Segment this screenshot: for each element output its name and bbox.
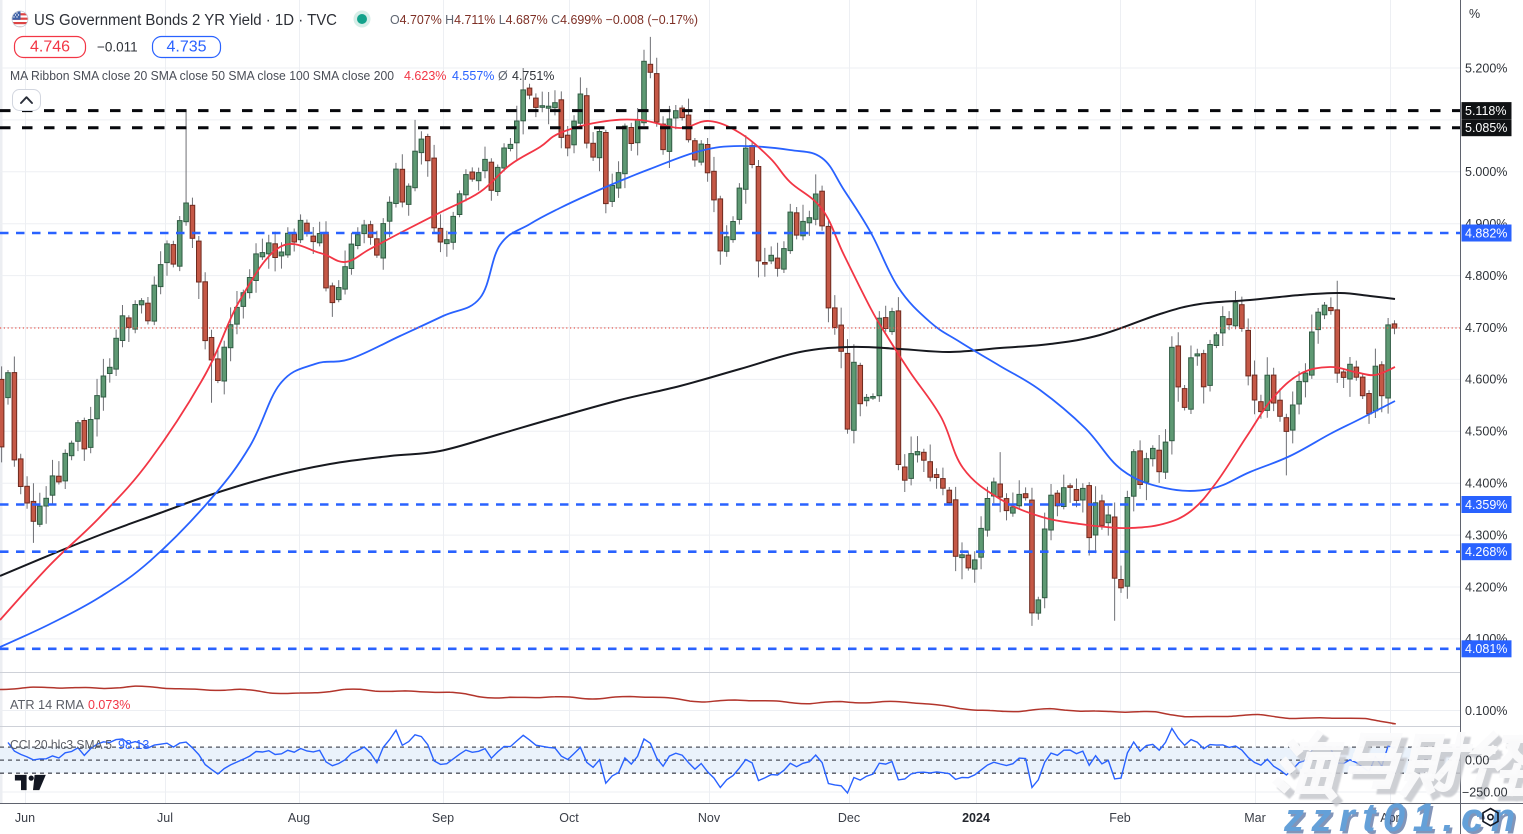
svg-text:Apr: Apr	[1380, 811, 1399, 825]
svg-text:Oct: Oct	[559, 811, 579, 825]
svg-text:4.400%: 4.400%	[1465, 477, 1507, 491]
svg-text:4.557%: 4.557%	[452, 69, 494, 83]
svg-text:O4.707% H4.711% L4.687% C4.699: O4.707% H4.711% L4.687% C4.699% −0.008 (…	[390, 12, 698, 27]
svg-text:4.268%: 4.268%	[1465, 545, 1507, 559]
svg-text:0.00: 0.00	[1465, 753, 1489, 767]
svg-text:4.200%: 4.200%	[1465, 580, 1507, 594]
svg-text:Dec: Dec	[838, 811, 860, 825]
svg-text:4.600%: 4.600%	[1465, 373, 1507, 387]
svg-text:CCI 20 hlc3 SMA 5: CCI 20 hlc3 SMA 5	[10, 738, 112, 752]
svg-text:−0.011: −0.011	[97, 40, 138, 55]
svg-text:4.800%: 4.800%	[1465, 269, 1507, 283]
svg-text:0.100%: 0.100%	[1465, 704, 1507, 718]
svg-text:4.751%: 4.751%	[512, 69, 554, 83]
svg-text:Aug: Aug	[288, 811, 310, 825]
svg-text:4.882%: 4.882%	[1465, 226, 1507, 240]
svg-text:Jul: Jul	[157, 811, 173, 825]
svg-text:−250.00: −250.00	[1462, 785, 1508, 799]
svg-text:Ø: Ø	[498, 69, 508, 83]
svg-text:ATR 14 RMA: ATR 14 RMA	[10, 698, 85, 712]
svg-text:2024: 2024	[962, 811, 990, 825]
svg-text:4.359%: 4.359%	[1465, 498, 1507, 512]
svg-text:4.500%: 4.500%	[1465, 425, 1507, 439]
svg-text:5.085%: 5.085%	[1465, 121, 1507, 135]
svg-text:4.081%: 4.081%	[1465, 642, 1507, 656]
svg-text:zzrt01.cn: zzrt01.cn	[1283, 796, 1523, 834]
svg-text:4.700%: 4.700%	[1465, 321, 1507, 335]
svg-text:98.13: 98.13	[118, 738, 149, 752]
svg-text:US Government Bonds 2 YR Yield: US Government Bonds 2 YR Yield · 1D · TV…	[34, 12, 337, 29]
svg-text:Mar: Mar	[1244, 811, 1266, 825]
svg-text:4.623%: 4.623%	[404, 69, 446, 83]
svg-text:zzrt01.cn: zzrt01.cn	[1286, 799, 1523, 834]
svg-text:4.300%: 4.300%	[1465, 528, 1507, 542]
svg-text:4.746: 4.746	[30, 39, 70, 56]
svg-text:Sep: Sep	[432, 811, 454, 825]
svg-text:MA Ribbon SMA close 20 SMA clo: MA Ribbon SMA close 20 SMA close 50 SMA …	[10, 68, 394, 83]
svg-text:5.000%: 5.000%	[1465, 165, 1507, 179]
svg-text:5.118%: 5.118%	[1465, 104, 1506, 118]
svg-text:Jun: Jun	[15, 811, 35, 825]
svg-text:Nov: Nov	[698, 811, 721, 825]
svg-text:5.200%: 5.200%	[1465, 61, 1507, 75]
svg-text:%: %	[1469, 7, 1480, 21]
svg-text:Feb: Feb	[1109, 811, 1131, 825]
svg-text:4.735: 4.735	[166, 39, 206, 56]
svg-text:0.073%: 0.073%	[88, 698, 130, 712]
